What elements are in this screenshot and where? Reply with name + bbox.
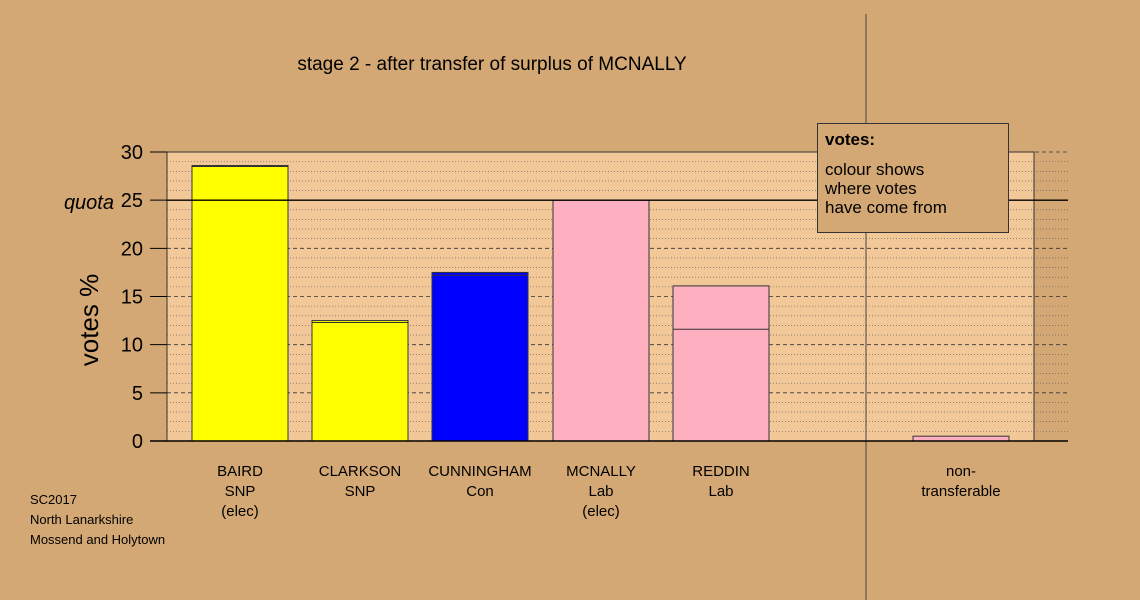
y-tick-label: 20 <box>121 238 143 260</box>
bar <box>552 199 650 442</box>
bar <box>431 271 529 442</box>
x-tick-label: CUNNINGHAM <box>428 463 531 480</box>
x-tick-label: MCNALLY <box>566 463 636 480</box>
x-tick-label: CLARKSON <box>319 463 402 480</box>
y-axis-label: votes % <box>74 274 104 367</box>
legend-line: colour shows <box>825 160 925 179</box>
y-tick-label: 15 <box>121 287 143 309</box>
x-tick-label: (elec) <box>221 503 259 520</box>
plot-layer: BAIRD SNP (elec) CLARKSON SNP CUNNINGHAM Con MC… <box>121 14 1068 600</box>
x-tick-label: transferable <box>921 483 1000 500</box>
x-tick-label: Con <box>466 483 494 500</box>
legend-title: votes: <box>825 130 876 149</box>
legend: votes: colour shows where votes have com… <box>817 123 1009 233</box>
x-tick-label: Lab <box>708 483 733 500</box>
quota-label: quota <box>64 192 114 214</box>
y-tick-label: 25 <box>121 190 143 212</box>
y-tick-label: 30 <box>121 142 143 164</box>
y-tick-label: 5 <box>132 383 143 405</box>
x-tick-label: non- <box>946 463 976 480</box>
legend-line: where votes <box>825 179 917 198</box>
footnote-ward: Mossend and Holytown <box>30 532 166 547</box>
x-tick-label: SNP <box>225 483 256 500</box>
chart-title: stage 2 - after transfer of surplus of M… <box>297 54 687 75</box>
x-tick-label: REDDIN <box>692 463 750 480</box>
legend-line: have come from <box>825 198 947 217</box>
x-tick-label: BAIRD <box>217 463 263 480</box>
bar <box>311 320 409 442</box>
x-tick-label: (elec) <box>582 503 620 520</box>
bar <box>191 164 289 442</box>
footnote-election: SC2017 <box>30 492 77 507</box>
x-tick-label: SNP <box>345 483 376 500</box>
footnote-council: North Lanarkshire <box>30 512 134 527</box>
x-tick-label: Lab <box>588 483 613 500</box>
footnote: SC2017 North Lanarkshire Mossend and Hol… <box>30 490 165 550</box>
y-tick-label: 0 <box>132 431 143 453</box>
bar <box>672 285 770 442</box>
y-tick-label: 10 <box>121 335 143 357</box>
